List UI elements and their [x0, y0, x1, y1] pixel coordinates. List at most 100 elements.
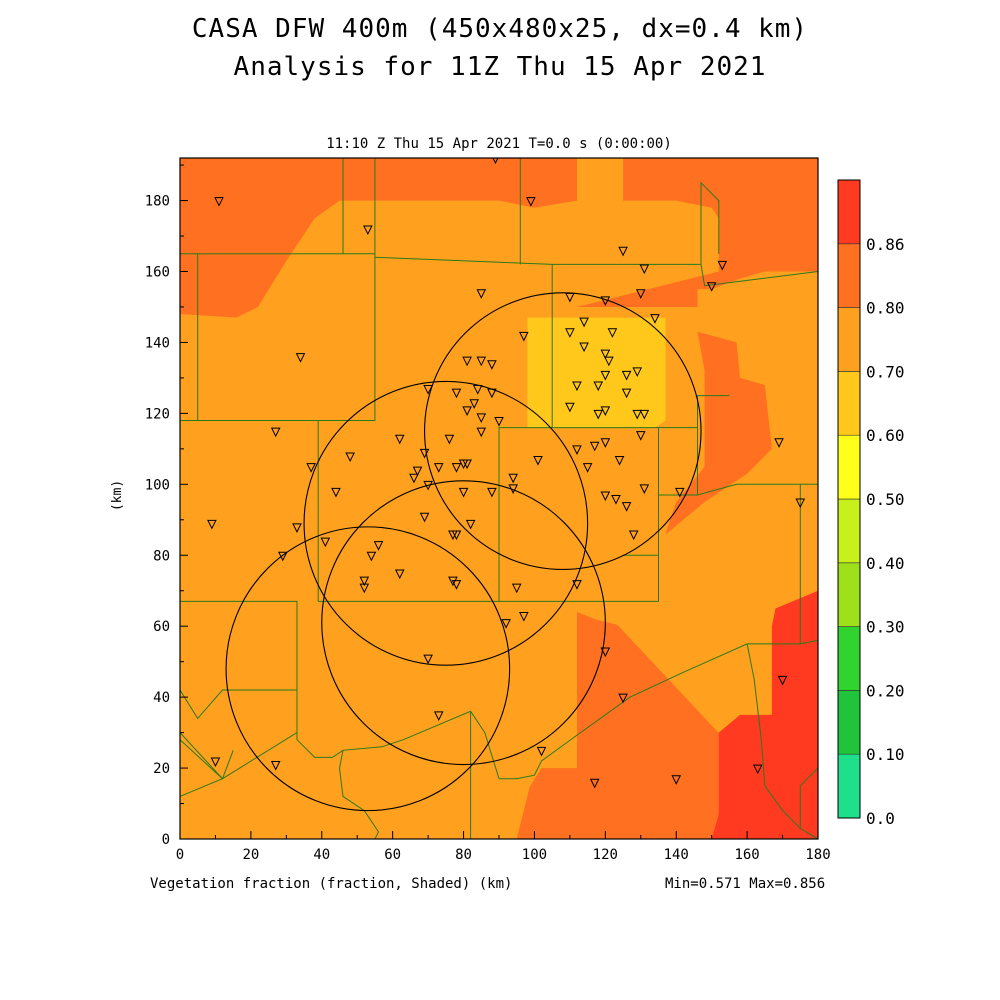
station-marker	[593, 409, 604, 420]
x-tick-label: 20	[242, 847, 259, 863]
station-marker	[604, 356, 614, 367]
colorbar-label: 0.20	[866, 681, 905, 700]
y-axis: 0 20 40 60 80 100 120 140 160 180	[145, 164, 188, 848]
station-marker	[582, 463, 593, 473]
station-marker	[345, 452, 355, 463]
field-name: Vegetation fraction (fraction, Shaded)	[150, 876, 471, 892]
station-marker	[639, 409, 650, 420]
y-tick-label: 120	[145, 406, 170, 422]
station-marker	[565, 292, 575, 303]
station-marker	[359, 576, 370, 587]
x-tick-label: 120	[593, 847, 618, 863]
station-marker	[501, 619, 511, 629]
station-marker	[476, 289, 487, 299]
station-marker	[476, 356, 487, 367]
station-marker	[600, 491, 611, 502]
x-axis: 0 20 40 60 80 100 120 140 160 180	[176, 831, 831, 863]
station-marker	[600, 406, 611, 416]
station-marker	[533, 455, 543, 466]
colorbar-label: 0.40	[866, 554, 905, 573]
station-marker	[650, 314, 660, 324]
station-marker	[671, 775, 682, 785]
colorbar-segment	[837, 307, 861, 372]
station-marker	[366, 551, 377, 562]
radar-ring	[303, 380, 589, 666]
y-tick-label: 100	[145, 477, 170, 493]
plot-title-line2: Analysis for 11Z Thu 15 Apr 2021	[233, 52, 767, 82]
station-marker	[752, 764, 763, 775]
y-tick-label: 0	[162, 832, 170, 848]
station-marker	[572, 580, 582, 590]
station-marker	[412, 466, 423, 477]
station-marker	[476, 413, 487, 424]
station-marker	[469, 399, 479, 409]
station-marker	[600, 370, 611, 381]
station-marker	[494, 416, 504, 427]
colorbar-label: 0.50	[866, 490, 905, 509]
station-marker	[511, 583, 522, 594]
station-marker	[565, 328, 575, 338]
station-marker	[270, 427, 281, 438]
station-marker	[589, 441, 600, 452]
station-marker	[277, 551, 288, 562]
station-marker	[394, 569, 405, 580]
county-line	[552, 263, 818, 287]
station-marker	[458, 487, 469, 498]
colorbar-label: 0.60	[866, 426, 905, 445]
county-line	[180, 739, 223, 780]
min-max-stats: Min=0.571 Max=0.856	[665, 876, 826, 892]
station-marker	[444, 434, 455, 445]
station-marker	[795, 498, 806, 509]
station-marker	[508, 473, 518, 484]
station-marker	[451, 388, 462, 399]
radar-range-rings	[225, 292, 702, 812]
station-marker	[519, 612, 529, 622]
county-line	[499, 483, 801, 780]
x-tick-label: 60	[384, 847, 401, 863]
station-marker	[487, 388, 497, 399]
station-marker	[295, 353, 306, 363]
plot-subtitle: 11:10 Z Thu 15 Apr 2021 T=0.0 s (0:00:00…	[326, 136, 672, 152]
station-marker	[462, 406, 472, 416]
station-marker	[607, 328, 618, 338]
colorbar-label: 0.30	[866, 618, 905, 637]
station-marker	[433, 463, 444, 473]
station-marker	[579, 342, 589, 353]
county-line	[623, 554, 659, 602]
station-markers	[207, 158, 806, 789]
station-marker	[600, 349, 611, 360]
station-marker	[487, 487, 497, 498]
station-marker	[423, 480, 433, 491]
station-marker	[600, 438, 611, 448]
station-marker	[572, 445, 582, 455]
colorbar-segment	[837, 243, 861, 308]
station-marker	[451, 580, 462, 590]
station-marker	[492, 158, 499, 165]
station-marker	[774, 438, 784, 448]
station-marker	[777, 675, 788, 686]
y-tick-label: 20	[153, 761, 170, 777]
station-marker	[214, 197, 224, 207]
station-marker	[465, 519, 476, 530]
colorbar-legend: 0.0 0.10 0.20 0.30 0.40 0.50 0.60 0.70 0.80 0.86	[837, 179, 905, 828]
radar-ring	[321, 480, 606, 766]
station-marker	[579, 317, 589, 328]
station-marker	[462, 459, 472, 470]
radar-ring	[424, 292, 702, 570]
station-marker	[593, 381, 604, 392]
station-marker	[536, 746, 547, 757]
y-tick-label: 140	[145, 335, 170, 351]
station-marker	[572, 381, 582, 392]
station-marker	[526, 197, 536, 207]
county-line	[498, 427, 659, 602]
county-boundaries	[180, 158, 818, 839]
station-marker	[462, 356, 472, 367]
station-marker	[618, 693, 628, 704]
station-marker	[621, 388, 632, 399]
radar-ring	[225, 526, 511, 812]
x-tick-label: 40	[313, 847, 330, 863]
station-marker	[600, 296, 611, 306]
colorbar-label: 0.70	[866, 362, 905, 381]
station-marker	[519, 331, 529, 342]
county-line	[800, 639, 818, 645]
